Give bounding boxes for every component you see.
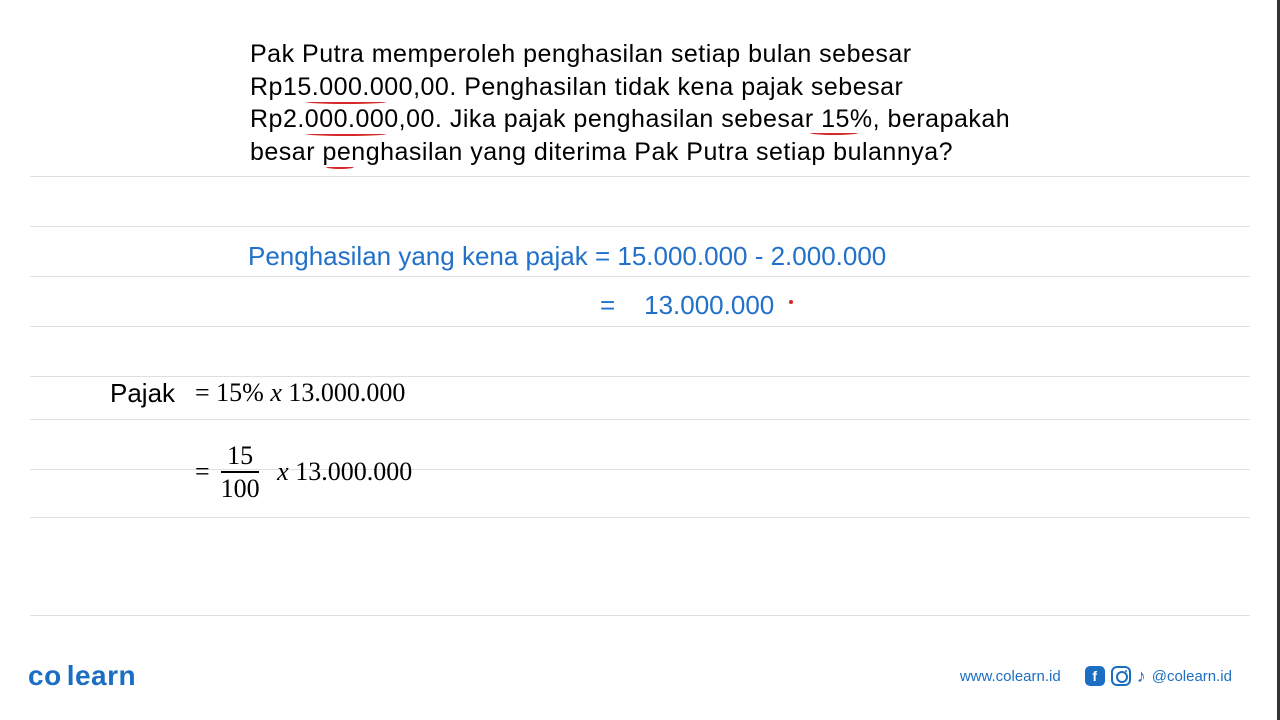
instagram-icon (1111, 666, 1131, 686)
ruled-line (30, 226, 1250, 227)
colearn-logo: colearn (28, 660, 136, 692)
equals-sign: = (195, 457, 210, 487)
logo-co: co (28, 660, 62, 691)
website-url: www.colearn.id (960, 668, 1061, 685)
ruled-line (30, 176, 1250, 177)
solution-step2: = 13.000.000 (600, 290, 774, 321)
underline-amount1 (306, 100, 386, 104)
taxable-income-expr: 15.000.000 - 2.000.000 (617, 241, 886, 271)
ruled-line (30, 376, 1250, 377)
tax-equation-2: = 15 100 x 13.000.000 (195, 440, 412, 504)
document-content: Pak Putra memperoleh penghasilan setiap … (0, 0, 1280, 720)
fraction-denominator: 100 (215, 473, 266, 504)
footer: colearn www.colearn.id f ♪ @colearn.id (0, 660, 1260, 692)
underline-percent (810, 131, 858, 135)
tax-label: Pajak (110, 378, 175, 409)
underline-amount2 (306, 132, 386, 136)
equals-sign: = (195, 378, 210, 407)
taxable-income-result: 13.000.000 (644, 290, 774, 320)
ruled-line (30, 419, 1250, 420)
ruled-line (30, 615, 1250, 616)
ruled-line (30, 326, 1250, 327)
tiktok-icon: ♪ (1137, 666, 1146, 687)
red-marker-dot (789, 300, 793, 304)
spacer (622, 290, 636, 320)
equals-sign: = (595, 241, 617, 271)
social-links: f ♪ @colearn.id (1085, 666, 1232, 687)
equals-sign: = (600, 290, 615, 320)
underline-word (326, 165, 354, 169)
facebook-icon: f (1085, 666, 1105, 686)
social-handle: @colearn.id (1152, 668, 1232, 685)
tax-equation-1: = 15% x 13.000.000 (195, 378, 405, 408)
taxable-income-label: Penghasilan yang kena pajak (248, 241, 588, 271)
tax-base-value: 13.000.000 (288, 378, 405, 407)
ruled-line (30, 276, 1250, 277)
fraction: 15 100 (215, 440, 266, 504)
multiply-x: x (270, 378, 282, 407)
tax-percent: 15% (216, 378, 264, 407)
footer-right: www.colearn.id f ♪ @colearn.id (960, 666, 1232, 687)
solution-step1: Penghasilan yang kena pajak = 15.000.000… (248, 241, 886, 272)
multiply-x: x (277, 457, 289, 487)
logo-learn: learn (67, 660, 136, 691)
fraction-numerator: 15 (221, 440, 259, 473)
ruled-line (30, 517, 1250, 518)
tax-base-value: 13.000.000 (295, 457, 412, 487)
